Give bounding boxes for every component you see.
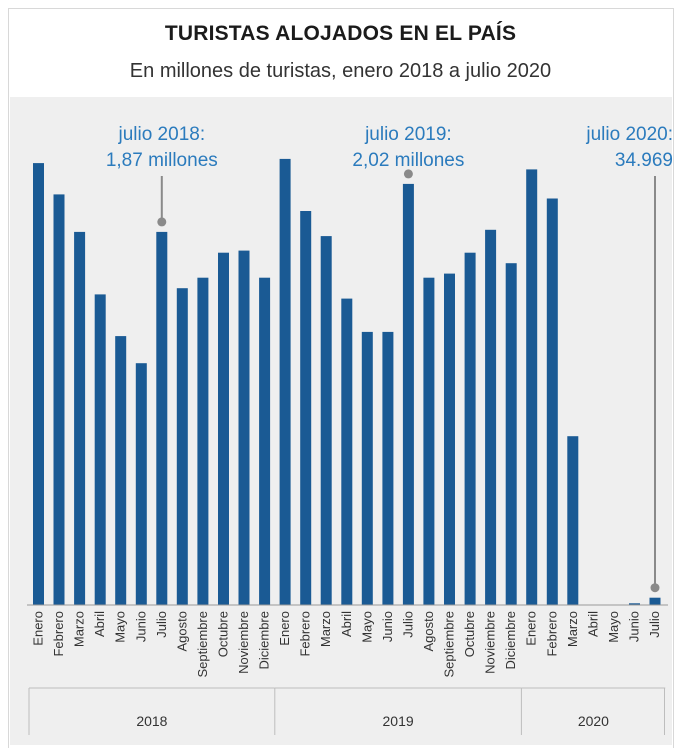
year-label-2018: 2018 [136, 713, 167, 729]
bar-marzo-2 [74, 231, 86, 605]
bar-abril-15 [341, 298, 353, 605]
tick-label-13: Febrero [298, 611, 313, 657]
leader-dot-1 [403, 169, 413, 179]
bar-septiembre-20 [444, 273, 455, 605]
tick-label-22: Noviembre [483, 611, 498, 674]
leader-dot-2 [650, 583, 660, 593]
tick-label-2: Marzo [72, 611, 87, 647]
bar-noviembre-10 [238, 250, 250, 605]
bar-julio-18 [402, 183, 414, 605]
tick-label-3: Abril [92, 611, 107, 637]
tick-label-18: Julio [400, 611, 415, 638]
year-label-2019: 2019 [383, 713, 414, 729]
leader-dot-0 [157, 217, 167, 227]
chart-title: TURISTAS ALOJADOS EN EL PAÍS [164, 22, 517, 45]
tick-label-30: Julio [647, 611, 662, 638]
tick-label-26: Marzo [565, 611, 580, 647]
tick-label-7: Agosto [174, 611, 189, 651]
bar-junio-17 [382, 331, 394, 605]
bar-septiembre-8 [197, 277, 209, 605]
annotations-group: julio 2018: 1,87 millones julio 2019: 2,02 … [106, 124, 673, 171]
bar-enero-12 [279, 158, 291, 605]
chart-subtitle: En millones de turistas, enero 2018 a ju… [129, 60, 552, 82]
leader-lines-group [157, 169, 660, 593]
tick-label-16: Mayo [359, 611, 374, 643]
annotation-0-line1: julio 2018: [117, 124, 205, 145]
bar-agosto-7 [176, 288, 188, 605]
tick-label-19: Agosto [421, 611, 436, 651]
annotation-2-line2: 34.969 [615, 150, 673, 171]
tick-label-17: Junio [380, 611, 395, 642]
bar-junio-29 [629, 603, 640, 605]
bar-marzo-26 [567, 436, 579, 605]
annotation-2-line1: julio 2020: [585, 124, 673, 145]
bar-enero-24 [526, 169, 538, 605]
year-label-2020: 2020 [578, 713, 609, 729]
annotation-1-line1: julio 2019: [364, 124, 452, 145]
bar-julio-30 [649, 597, 661, 605]
bar-julio-6 [156, 231, 168, 605]
bar-marzo-14 [320, 236, 332, 605]
tick-label-9: Octubre [216, 611, 231, 657]
tick-label-12: Enero [277, 611, 292, 646]
bar-febrero-1 [53, 194, 65, 605]
bar-mayo-4 [115, 336, 127, 605]
tick-label-27: Abril [585, 611, 600, 637]
tick-label-28: Mayo [606, 611, 621, 643]
bar-mayo-16 [361, 331, 373, 605]
tick-label-8: Septiembre [195, 611, 210, 677]
bar-agosto-19 [423, 277, 435, 605]
bar-febrero-13 [300, 211, 312, 605]
tick-label-29: Junio [627, 611, 642, 642]
tick-label-11: Diciembre [257, 611, 272, 670]
bar-abril-3 [94, 294, 106, 605]
tick-label-20: Septiembre [442, 611, 457, 677]
tick-label-6: Julio [154, 611, 169, 638]
bars-group [33, 158, 661, 606]
x-axis: Enero Febrero Marzo Abril Mayo Junio Julio Agos… [27, 604, 668, 735]
tick-label-10: Noviembre [236, 611, 251, 674]
bar-junio-5 [135, 363, 147, 605]
tick-label-1: Febrero [51, 611, 66, 657]
tick-label-24: Enero [524, 611, 539, 646]
bar-diciembre-23 [505, 263, 517, 605]
annotation-1-line2: 2,02 millones [352, 150, 464, 171]
tick-label-23: Diciembre [503, 611, 518, 670]
tick-label-0: Enero [31, 611, 46, 646]
bar-octubre-21 [464, 252, 476, 605]
bar-enero-0 [33, 163, 44, 605]
bar-diciembre-11 [259, 277, 271, 605]
bar-noviembre-22 [485, 229, 497, 606]
tick-label-5: Junio [133, 611, 148, 642]
tick-label-4: Mayo [113, 611, 128, 643]
bar-octubre-9 [218, 252, 229, 605]
tick-label-14: Marzo [318, 611, 333, 647]
bar-febrero-25 [546, 198, 558, 605]
tick-label-21: Octubre [462, 611, 477, 657]
tick-label-15: Abril [339, 611, 354, 637]
tick-label-25: Febrero [544, 611, 559, 657]
annotation-0-line2: 1,87 millones [106, 150, 218, 171]
